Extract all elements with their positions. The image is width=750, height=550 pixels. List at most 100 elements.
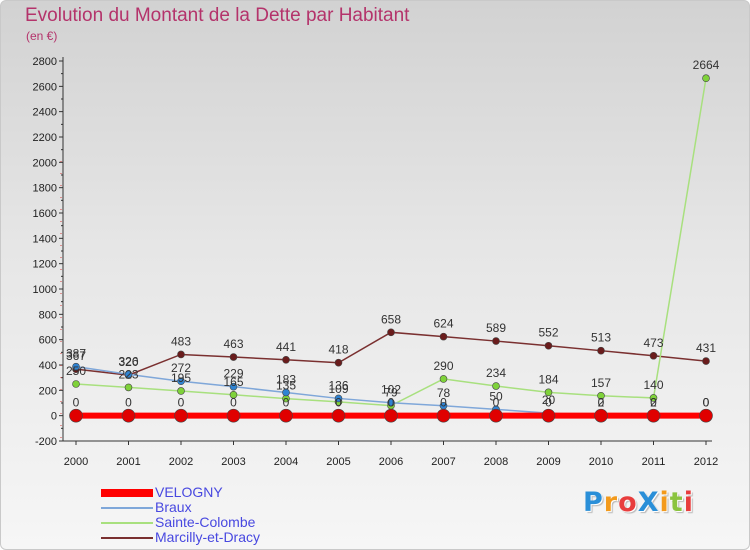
y-tick-label: 800	[39, 309, 57, 321]
data-point	[436, 408, 451, 423]
data-label: 102	[381, 383, 401, 397]
data-point	[282, 356, 290, 364]
data-label: 234	[486, 366, 506, 380]
data-label: 0	[440, 396, 447, 410]
data-point	[124, 370, 133, 379]
data-labels: 0 0 0 0 0 0 0 0 0 0 0 0 0	[73, 396, 710, 410]
legend-item: Braux	[101, 499, 321, 516]
data-point	[649, 351, 658, 360]
y-tick-label: 2200	[33, 132, 57, 144]
data-point	[439, 375, 448, 383]
series-line	[75, 78, 707, 407]
data-label: 483	[171, 334, 191, 348]
x-tick-label: 2003	[221, 456, 245, 468]
data-label: 387	[66, 347, 86, 361]
y-tick-label: 1400	[33, 233, 57, 245]
logo-letter: X	[637, 487, 660, 518]
proxiti-logo: ProXiti	[583, 487, 694, 518]
data-point	[387, 398, 395, 407]
logo-letter: t	[669, 487, 684, 518]
logo-letter: r	[603, 487, 619, 518]
x-tick-label: 2005	[326, 456, 350, 468]
data-point	[72, 362, 80, 371]
data-point	[72, 380, 80, 388]
data-point	[331, 408, 346, 423]
data-label: 183	[276, 372, 296, 386]
legend-swatch	[101, 507, 153, 509]
data-point	[439, 332, 448, 341]
data-label: 326	[118, 354, 138, 368]
data-label: 0	[73, 396, 80, 410]
x-tick-label: 2006	[379, 456, 403, 468]
data-label: 140	[643, 378, 663, 392]
data-label: 463	[223, 337, 243, 351]
data-point	[177, 377, 185, 386]
y-tick-label: 1600	[33, 208, 57, 220]
data-label: 0	[493, 396, 500, 410]
data-label: 184	[538, 372, 558, 386]
logo-letter: i	[659, 487, 670, 518]
data-label: 229	[223, 367, 243, 381]
data-label: 0	[230, 396, 237, 410]
data-label: 0	[545, 396, 552, 410]
logo-letter: o	[618, 487, 638, 518]
data-point	[699, 408, 713, 423]
data-label: 320	[118, 355, 138, 369]
x-tick-label: 2002	[169, 456, 193, 468]
y-tick-label: 2400	[33, 107, 57, 119]
data-point	[702, 74, 710, 83]
y-tick-label: 2000	[33, 157, 57, 169]
y-tick-label: -200	[35, 436, 57, 448]
data-point	[489, 408, 503, 423]
data-label: 0	[335, 396, 342, 410]
data-point	[229, 382, 238, 391]
legend-label: Sainte-Colombe	[155, 514, 256, 530]
data-point	[541, 408, 556, 423]
data-label: 0	[388, 396, 395, 410]
data-label: 2664	[693, 58, 720, 72]
data-label: 0	[125, 396, 132, 410]
data-label: 78	[437, 386, 451, 400]
legend-item: VELOGNY	[101, 484, 321, 501]
y-tick-label: 1200	[33, 259, 57, 271]
data-point	[492, 337, 500, 345]
x-tick-label: 2009	[536, 456, 560, 468]
x-tick-label: 2010	[589, 456, 613, 468]
y-tick-label: 0	[51, 411, 57, 423]
x-tick-label: 2004	[274, 456, 298, 468]
data-point	[702, 357, 710, 365]
data-point	[282, 388, 290, 397]
data-label: 0	[703, 396, 710, 410]
data-label: 0	[283, 396, 290, 410]
data-label: 50	[489, 389, 503, 403]
data-point	[229, 353, 238, 361]
data-labels: 250 223 195 165 135 109 79 290 234 184 157 140 2664	[66, 58, 720, 399]
y-tick-label: 200	[39, 385, 57, 397]
data-point	[174, 408, 188, 423]
y-tick-label: 1000	[33, 284, 57, 296]
legend-item: Marcilly-et-Dracy	[101, 529, 321, 546]
series-layer: 0 0 0 0 0 0 0 0 0 0 0 0 0 387 326 272 229 183 136 102 78 50 20…	[66, 58, 720, 423]
data-point	[334, 394, 343, 403]
data-label: 135	[276, 379, 296, 393]
data-label: 272	[171, 361, 191, 375]
series-velogny	[69, 408, 713, 423]
data-label: 79	[384, 386, 398, 400]
data-label: 290	[433, 359, 453, 373]
data-labels: 367 320 483 463 441 418 658 624 589 552 513 473 431	[66, 312, 716, 369]
y-tick-label: 2800	[33, 56, 57, 68]
data-point	[177, 387, 185, 395]
logo-letter: i	[683, 487, 694, 518]
x-tick-label: 2012	[694, 456, 718, 468]
data-label: 0	[178, 396, 185, 410]
data-point	[121, 408, 136, 423]
data-point	[69, 408, 83, 423]
data-point	[544, 388, 553, 397]
y-tick-label: 400	[39, 360, 57, 372]
data-point	[597, 346, 605, 355]
y-tick-label: 600	[39, 335, 57, 347]
y-axis: -200 0 200 400 600 800 1000 1200 1400 1600 1800 200…	[33, 56, 64, 448]
x-tick-label: 2001	[116, 456, 140, 468]
data-point	[226, 408, 241, 423]
